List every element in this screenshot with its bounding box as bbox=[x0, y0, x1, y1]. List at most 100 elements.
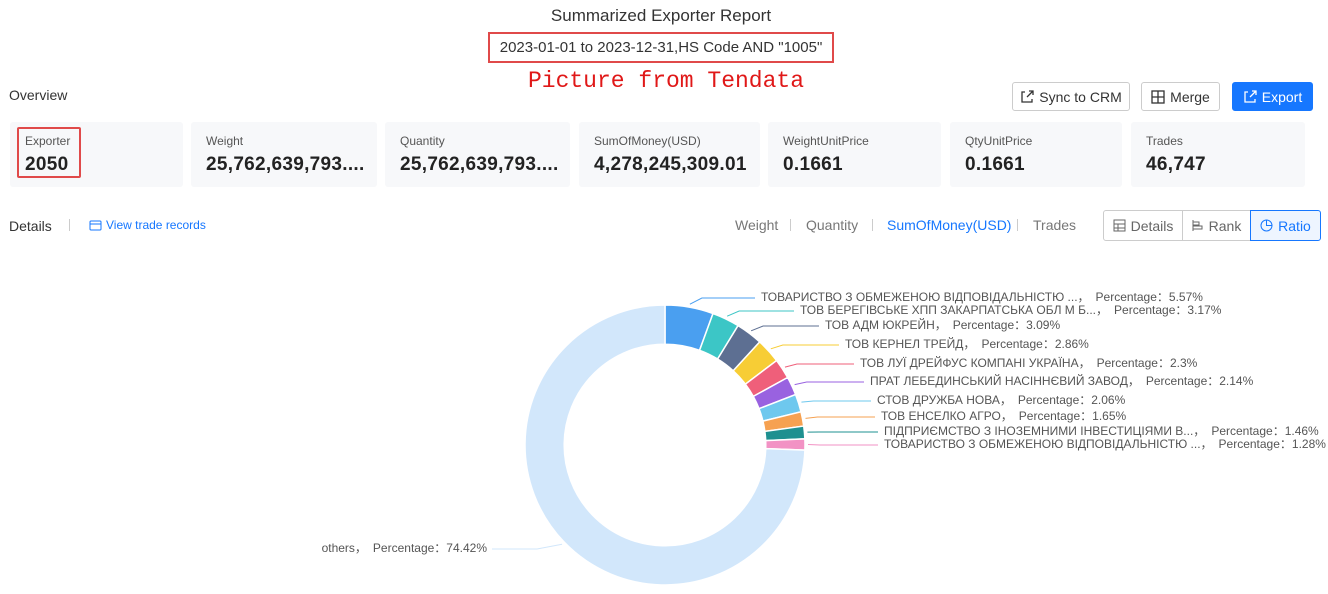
card-label: Exporter bbox=[25, 134, 71, 148]
highlight-box bbox=[17, 127, 81, 178]
category-name: ТОВ ЕНСЕЛКО АГРО， bbox=[881, 409, 1013, 423]
category-name: ПІДПРИЄМСТВО З ІНОЗЕМНИМИ ІНВЕСТИЦІЯМИ В… bbox=[884, 424, 1205, 438]
card-value: 0.1661 bbox=[965, 154, 1025, 175]
link-text: View trade records bbox=[106, 218, 206, 232]
value-label: Percentage：5.57% bbox=[1096, 290, 1204, 304]
section-title: Details bbox=[9, 218, 52, 234]
sync-button[interactable]: Sync to CRM bbox=[1012, 82, 1130, 111]
category-name: ТОВ КЕРНЕЛ ТРЕЙД， bbox=[845, 336, 975, 351]
slice-label: others， Percentage：74.42% bbox=[322, 541, 488, 555]
value-label: Percentage：3.17% bbox=[1114, 303, 1222, 317]
icon bbox=[1113, 219, 1126, 232]
card-label: WeightUnitPrice bbox=[783, 134, 869, 148]
report-title: Summarized Exporter Report bbox=[550, 6, 772, 25]
category-name: ТОВ БЕРЕГІВСЬКЕ ХПП ЗАКАРПАТСЬКА ОБЛ М Б… bbox=[800, 303, 1108, 317]
metric-tab[interactable]: Quantity bbox=[806, 217, 859, 233]
leader-line bbox=[770, 344, 839, 350]
metric-tab[interactable]: Weight bbox=[735, 217, 779, 233]
card-label: Trades bbox=[1146, 134, 1183, 148]
leader-line bbox=[689, 297, 755, 305]
value-label: Percentage：1.65% bbox=[1019, 409, 1127, 423]
tab-label: Rank bbox=[1208, 217, 1242, 234]
value-label: Percentage：2.14% bbox=[1146, 374, 1254, 388]
card-value: 25,762,639,793.... bbox=[400, 154, 559, 175]
slice-label: ТОВАРИСТВО З ОБМЕЖЕНОЮ ВІДПОВІДАЛЬНІСТЮ … bbox=[761, 290, 1203, 304]
category-name: ТОВ ЛУЇ ДРЕЙФУС КОМПАНІ УКРАЇНА， bbox=[860, 355, 1091, 370]
leader-line bbox=[794, 381, 864, 386]
slice-label: ПІДПРИЄМСТВО З ІНОЗЕМНИМИ ІНВЕСТИЦІЯМИ В… bbox=[884, 424, 1319, 438]
slice-label: ТОВ БЕРЕГІВСЬКЕ ХПП ЗАКАРПАТСЬКА ОБЛ М Б… bbox=[800, 303, 1222, 317]
leader-line bbox=[492, 543, 563, 550]
icon bbox=[1244, 89, 1257, 103]
slice-label: ТОВАРИСТВО З ОБМЕЖЕНОЮ ВІДПОВІДАЛЬНІСТЮ … bbox=[884, 437, 1326, 451]
view-tab[interactable]: Details bbox=[1103, 210, 1183, 241]
report-subtitle: 2023-01-01 to 2023-12-31,HS Code AND "10… bbox=[488, 32, 834, 63]
value-label: Percentage：1.28% bbox=[1219, 437, 1327, 451]
card-label: SumOfMoney(USD) bbox=[594, 134, 701, 148]
slice-label: СТОВ ДРУЖБА НОВА， Percentage：2.06% bbox=[877, 393, 1126, 407]
separator bbox=[69, 219, 70, 231]
value-label: Percentage：2.06% bbox=[1018, 393, 1126, 407]
view-tab[interactable]: Ratio bbox=[1250, 210, 1321, 241]
button-label: Merge bbox=[1170, 88, 1210, 105]
leader-line bbox=[784, 363, 854, 368]
category-name: СТОВ ДРУЖБА НОВА， bbox=[877, 393, 1012, 407]
icon bbox=[1151, 89, 1165, 104]
icon bbox=[1021, 89, 1034, 103]
icon bbox=[1260, 219, 1273, 232]
button-label: Export bbox=[1261, 88, 1303, 105]
stat-card: QtyUnitPrice 0.1661 bbox=[950, 122, 1122, 187]
leader-line bbox=[801, 400, 871, 403]
category-name: ТОВАРИСТВО З ОБМЕЖЕНОЮ ВІДПОВІДАЛЬНІСТЮ … bbox=[761, 290, 1090, 304]
card-value: 0.1661 bbox=[783, 154, 843, 175]
category-name: ПРАТ ЛЕБЕДИНСЬКИЙ НАСІННЄВИЙ ЗАВОД， bbox=[870, 373, 1140, 388]
category-name: ТОВ АДМ ЮКРЕЙН， bbox=[825, 317, 947, 332]
card-label: Weight bbox=[206, 134, 244, 148]
slice-label: ТОВ КЕРНЕЛ ТРЕЙД， Percentage：2.86% bbox=[845, 336, 1089, 351]
section-title: Overview bbox=[9, 87, 68, 103]
leader-line bbox=[805, 416, 875, 419]
export-button[interactable]: Export bbox=[1232, 82, 1313, 111]
trade-records-link[interactable]: View trade records bbox=[89, 218, 206, 232]
card-value: 46,747 bbox=[1146, 154, 1206, 175]
tab-label: Details bbox=[1130, 217, 1174, 234]
tab-label: Ratio bbox=[1278, 217, 1311, 234]
category-name: ТОВАРИСТВО З ОБМЕЖЕНОЮ ВІДПОВІДАЛЬНІСТЮ … bbox=[884, 437, 1213, 451]
stat-card: Quantity 25,762,639,793.... bbox=[385, 122, 570, 187]
stat-card: Trades 46,747 bbox=[1131, 122, 1305, 187]
value-label: Percentage：1.46% bbox=[1211, 424, 1319, 438]
value-label: Percentage：3.09% bbox=[953, 318, 1061, 332]
pie-slice bbox=[524, 304, 806, 586]
slice-label: ТОВ ЛУЇ ДРЕЙФУС КОМПАНІ УКРАЇНА， Percenta… bbox=[860, 355, 1198, 370]
metric-tab[interactable]: SumOfMoney(USD) bbox=[887, 217, 1012, 233]
separator bbox=[872, 219, 873, 231]
leader-line bbox=[726, 310, 794, 317]
watermark: Picture from Tendata bbox=[527, 68, 805, 94]
value-label: Percentage：2.3% bbox=[1097, 356, 1198, 370]
stat-card: Weight 25,762,639,793.... bbox=[191, 122, 377, 187]
value-label: Percentage：74.42% bbox=[373, 541, 487, 555]
slice-label: ПРАТ ЛЕБЕДИНСЬКИЙ НАСІННЄВИЙ ЗАВОД， Perce… bbox=[870, 373, 1254, 388]
card-value: 4,278,245,309.01 bbox=[594, 154, 747, 175]
category-name: others， bbox=[322, 541, 367, 555]
slice-label: ТОВ ЕНСЕЛКО АГРО， Percentage：1.65% bbox=[881, 409, 1127, 423]
leader-line bbox=[750, 325, 819, 332]
separator bbox=[1017, 219, 1018, 231]
stat-card: WeightUnitPrice 0.1661 bbox=[768, 122, 941, 187]
icon bbox=[1192, 220, 1203, 231]
value-label: Percentage：2.86% bbox=[981, 337, 1089, 351]
card-label: Quantity bbox=[400, 134, 445, 148]
stat-card: SumOfMoney(USD) 4,278,245,309.01 bbox=[579, 122, 760, 187]
card-value: 25,762,639,793.... bbox=[206, 154, 365, 175]
leader-line bbox=[807, 443, 878, 446]
card-label: QtyUnitPrice bbox=[965, 134, 1033, 148]
slice-label: ТОВ АДМ ЮКРЕЙН， Percentage：3.09% bbox=[825, 317, 1060, 332]
merge-button[interactable]: Merge bbox=[1141, 82, 1220, 111]
icon bbox=[89, 220, 102, 230]
separator bbox=[790, 219, 791, 231]
button-label: Sync to CRM bbox=[1039, 88, 1122, 105]
metric-tab[interactable]: Trades bbox=[1033, 217, 1077, 233]
card-value: 2050 bbox=[25, 154, 69, 175]
